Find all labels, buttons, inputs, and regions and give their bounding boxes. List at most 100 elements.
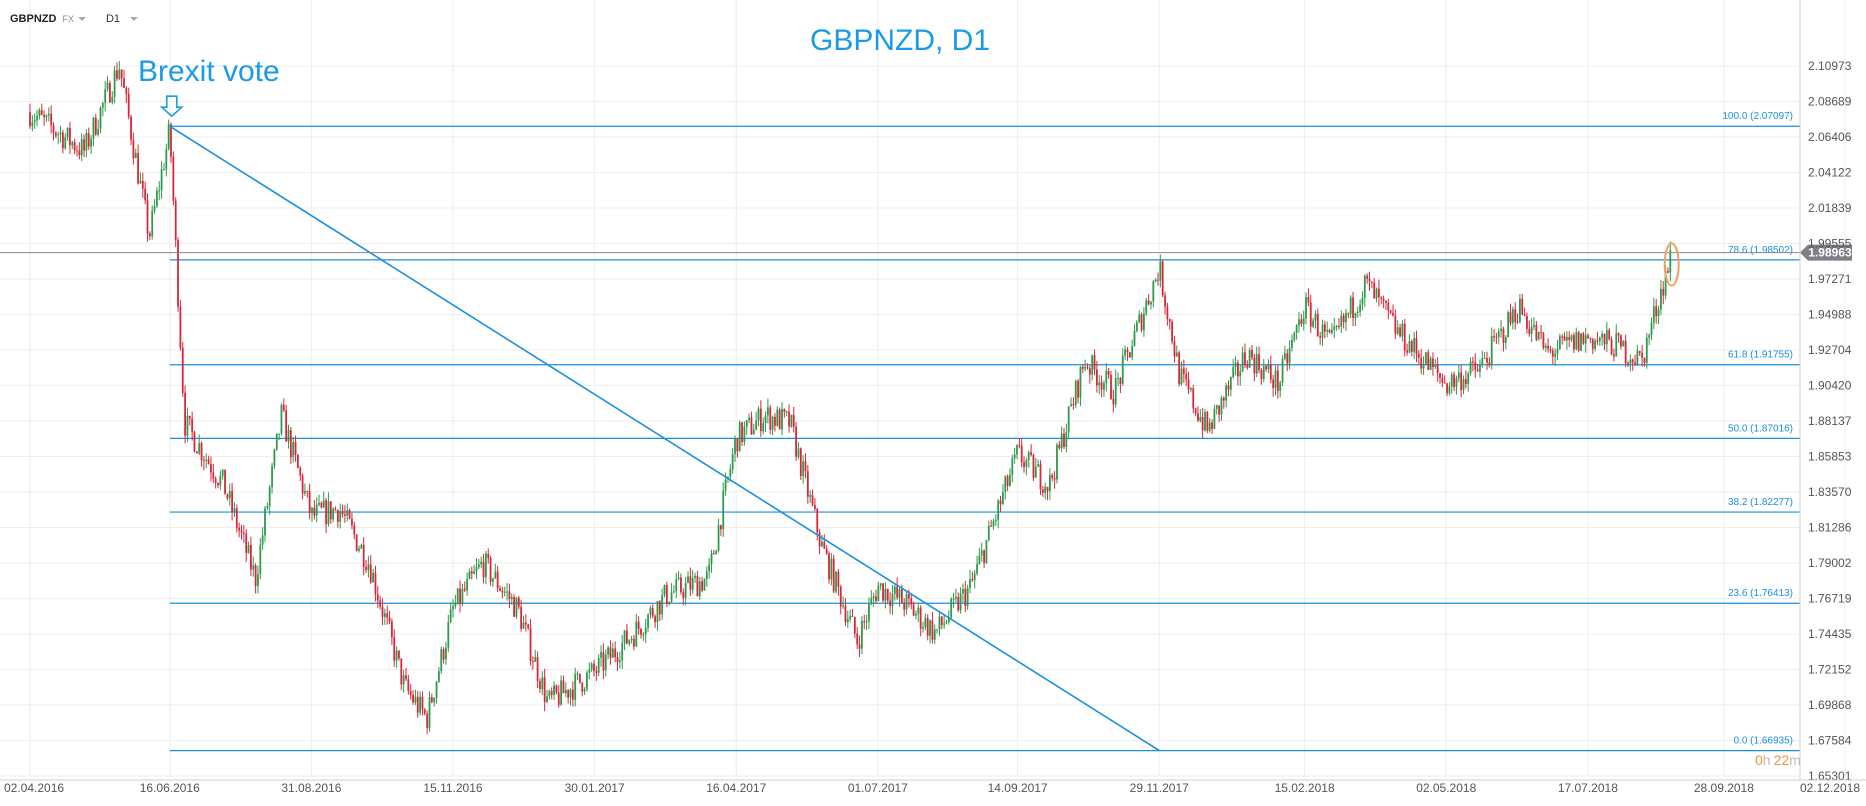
candle-body	[207, 459, 210, 465]
candle-body	[1476, 369, 1479, 372]
candle-body	[1192, 388, 1195, 409]
candle-body	[1323, 324, 1326, 332]
market-selector[interactable]: FX	[62, 14, 86, 24]
candle-body	[1495, 336, 1498, 338]
candle-body	[1439, 373, 1441, 379]
candle-body	[1514, 309, 1517, 322]
candle-body	[1093, 355, 1096, 370]
candle-body	[275, 433, 278, 450]
candle-body	[903, 603, 906, 610]
candle-body	[139, 180, 142, 184]
y-tick-label: 1.79002	[1808, 556, 1852, 570]
candle-body	[1157, 279, 1159, 281]
candle-body	[1032, 454, 1035, 478]
candle-body	[633, 638, 635, 647]
y-tick-label: 1.74435	[1808, 627, 1852, 641]
candle-body	[1194, 408, 1197, 414]
candle-body	[76, 150, 78, 152]
candle-body	[738, 422, 741, 452]
candle-body	[1234, 362, 1237, 367]
candle-body	[1629, 359, 1632, 364]
candle-body	[372, 572, 374, 583]
candle-body	[1309, 302, 1312, 327]
candle-body	[109, 82, 111, 103]
candle-body	[1295, 325, 1298, 333]
candle-body	[1225, 385, 1228, 401]
candle-body	[534, 657, 537, 662]
candle-body	[774, 416, 776, 426]
candle-body	[210, 464, 212, 473]
candle-body	[1410, 341, 1413, 352]
candle-body	[1037, 464, 1040, 467]
candle-body	[367, 564, 370, 571]
candle-body	[395, 650, 398, 661]
candle-body	[1197, 413, 1199, 421]
candle-body	[1013, 454, 1016, 459]
candle-body	[868, 604, 870, 622]
candle-body	[101, 103, 104, 108]
candle-body	[62, 132, 64, 149]
candles	[29, 61, 1672, 735]
candle-body	[386, 613, 389, 618]
symbol-label[interactable]: GBPNZD	[10, 13, 57, 25]
candle-body	[614, 648, 617, 658]
candle-body	[1652, 306, 1655, 323]
candle-body	[776, 409, 779, 426]
candle-body	[360, 544, 363, 549]
candle-body	[1523, 314, 1526, 317]
candle-body	[1655, 306, 1658, 317]
candle-body	[1004, 476, 1007, 493]
candle-body	[1389, 310, 1392, 313]
candle-body	[1566, 337, 1568, 341]
candle-body	[1218, 405, 1220, 415]
candle-body	[1084, 367, 1087, 369]
y-tick-label: 1.94988	[1808, 307, 1852, 321]
candle-body	[1105, 370, 1108, 384]
candle-body	[969, 579, 971, 588]
candle-body	[313, 507, 316, 516]
candle-body	[567, 689, 570, 698]
candle-body	[785, 411, 788, 413]
candle-body	[1394, 315, 1397, 334]
candle-body	[50, 113, 53, 126]
candle-body	[1044, 486, 1047, 493]
candle-body	[40, 110, 43, 115]
candle-body	[722, 490, 725, 530]
candle-body	[468, 571, 471, 579]
candle-body	[999, 500, 1002, 504]
candle-body	[637, 621, 640, 629]
candle-body	[600, 652, 602, 658]
candle-body	[1575, 332, 1578, 350]
candle-body	[365, 567, 367, 571]
candle-body	[593, 663, 595, 671]
candle-body	[788, 411, 790, 427]
y-tick-label: 1.69868	[1808, 698, 1852, 712]
candle-body	[1396, 327, 1399, 334]
candle-body	[205, 459, 208, 461]
candle-body	[642, 634, 645, 636]
candle-body	[1636, 351, 1639, 365]
candle-body	[341, 511, 344, 515]
timeframe-selector[interactable]: D1	[106, 13, 139, 25]
candle-body	[492, 578, 494, 582]
candle-body	[1227, 385, 1230, 390]
candle-body	[877, 585, 880, 601]
candle-body	[318, 502, 320, 505]
candle-body	[1074, 380, 1077, 406]
candle-body	[106, 82, 109, 90]
candle-body	[280, 404, 283, 434]
candle-body	[148, 233, 151, 237]
candle-body	[1366, 275, 1369, 279]
candle-body	[1535, 325, 1538, 340]
candle-body	[1368, 278, 1371, 282]
candle-body	[997, 500, 1000, 520]
candle-body	[1091, 355, 1094, 375]
candle-body	[456, 588, 459, 604]
candle-body	[1164, 295, 1166, 307]
candle-body	[915, 613, 917, 616]
candle-body	[137, 153, 139, 184]
y-tick-label: 1.81286	[1808, 520, 1852, 534]
candle-body	[322, 500, 325, 508]
candle-body	[656, 601, 659, 623]
